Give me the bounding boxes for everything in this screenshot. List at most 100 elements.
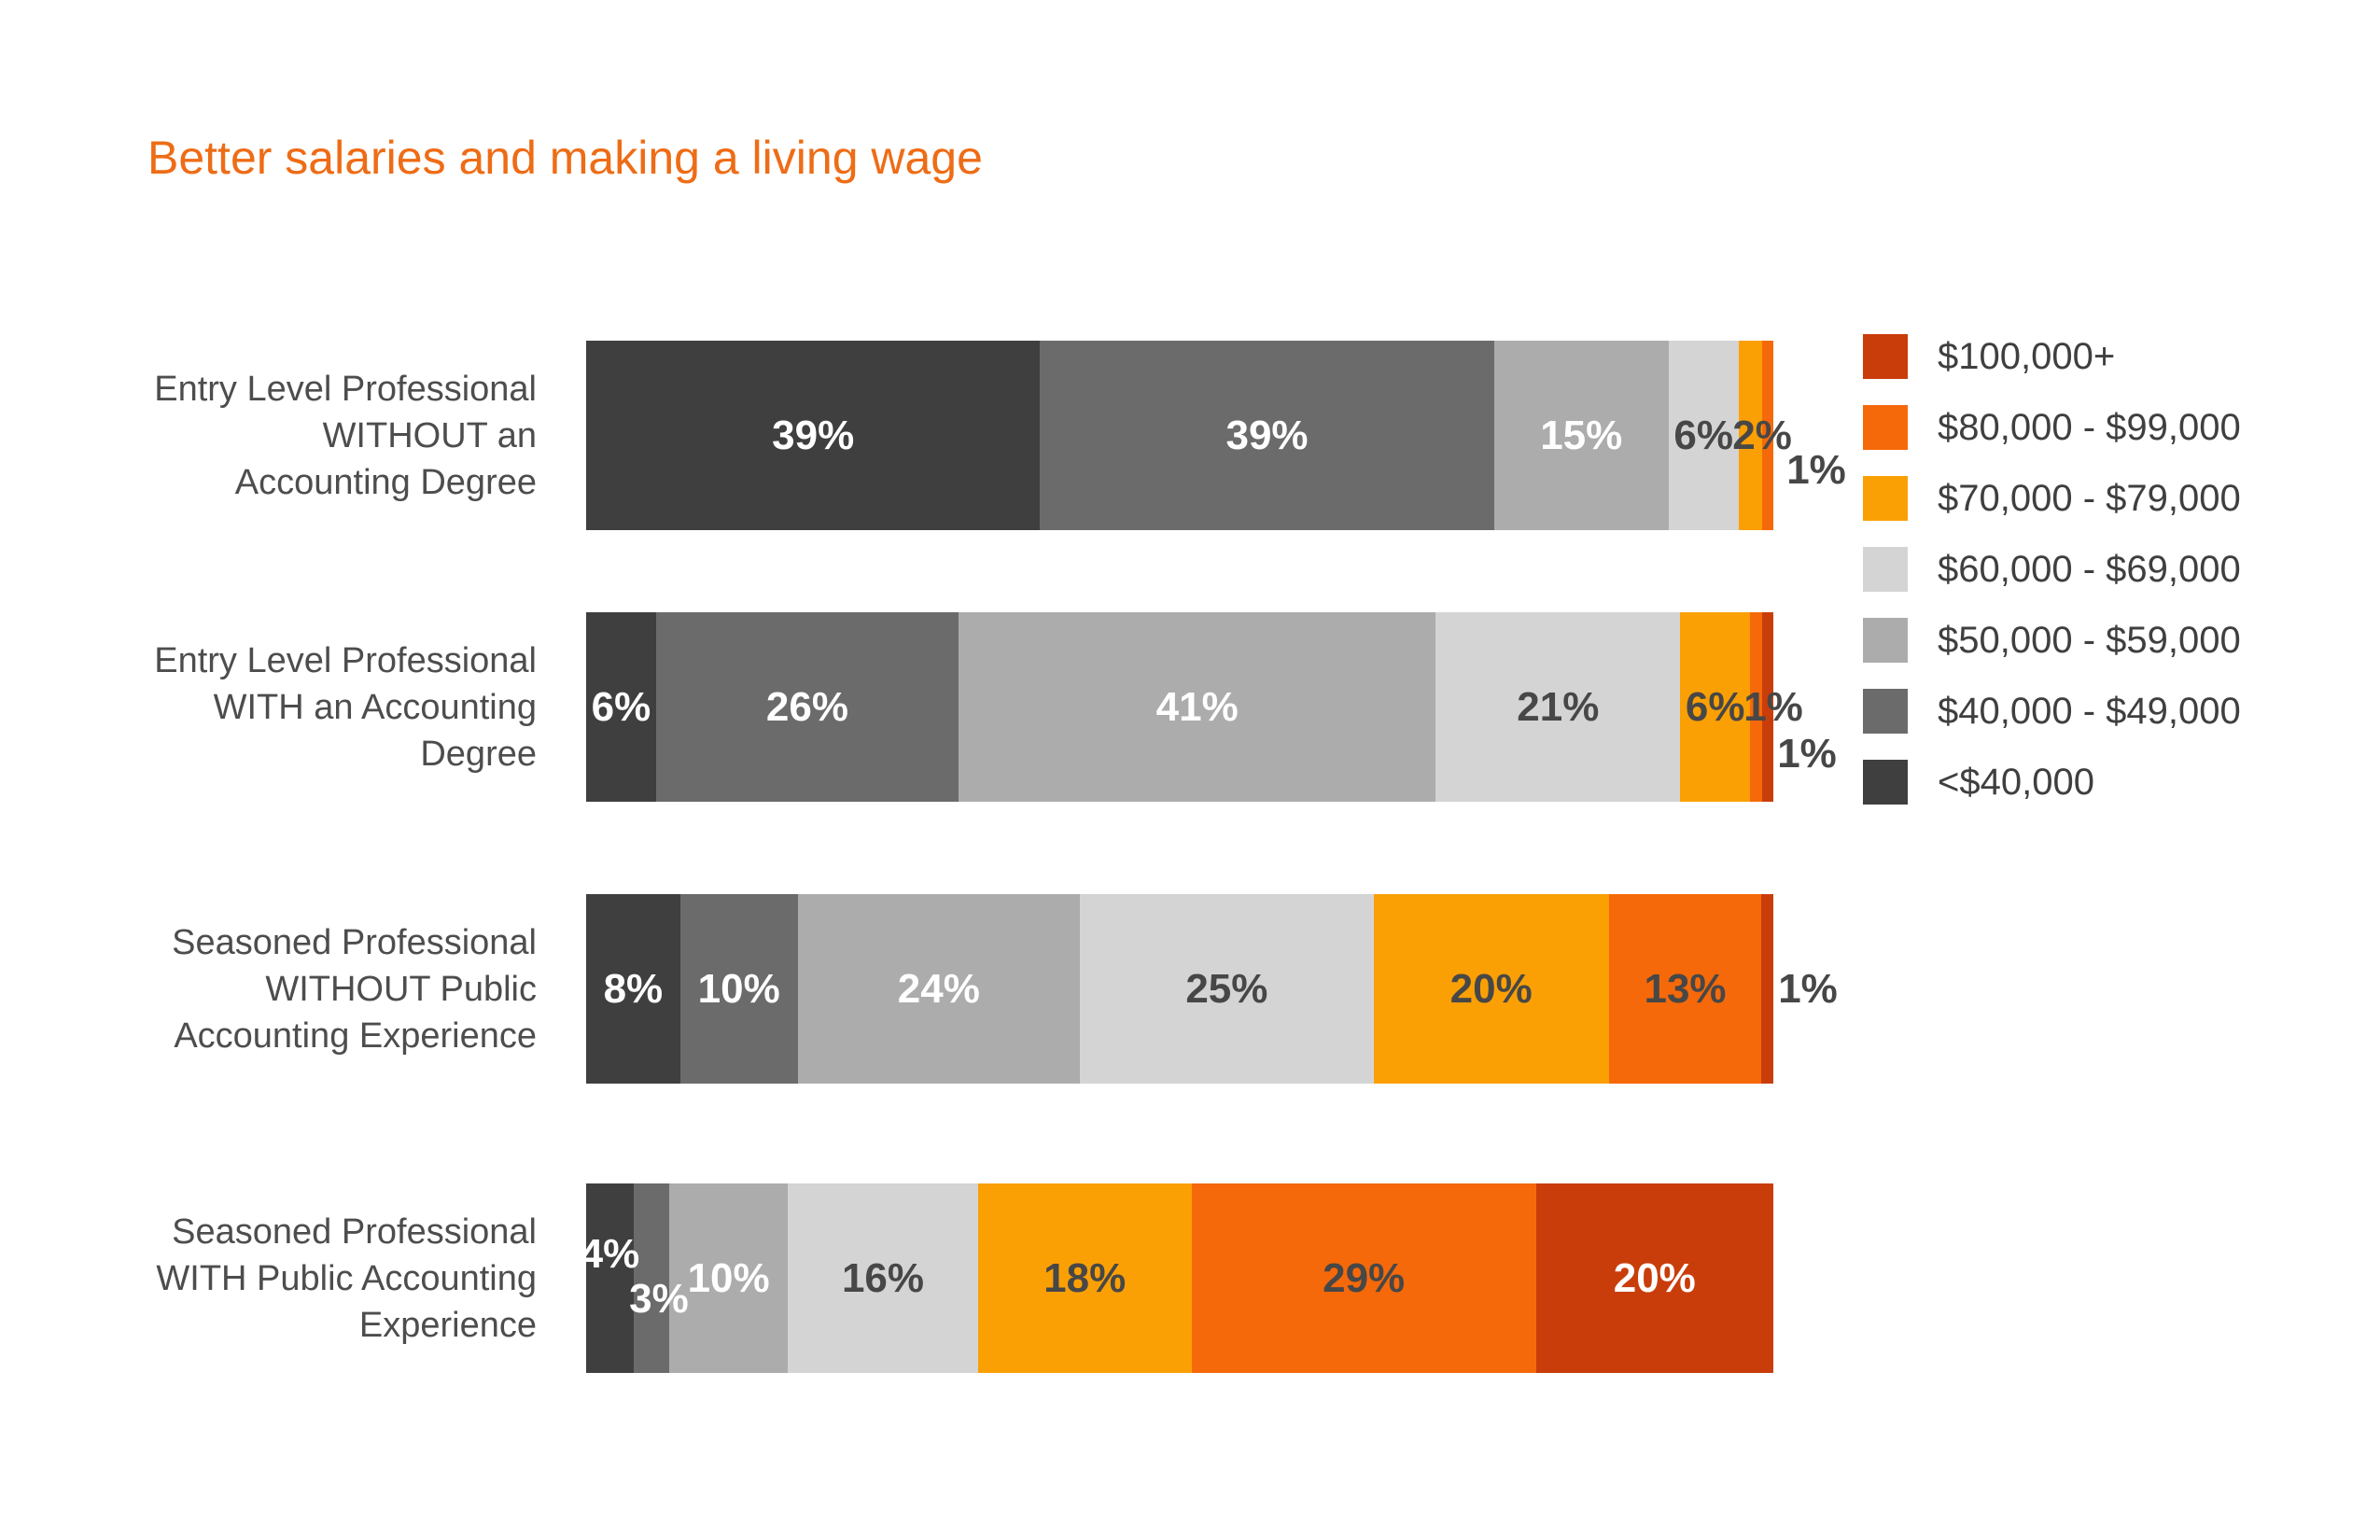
segment-value-label: 1% (1743, 683, 1803, 730)
bar-segment-100k-plus (1761, 894, 1773, 1084)
category-label-line: Entry Level Professional (154, 369, 537, 409)
bar-segment-50-59k: 15% (1493, 341, 1669, 530)
bar-segment-70-79k: 20% (1373, 894, 1609, 1084)
category-label-line: Accounting Experience (174, 1015, 537, 1056)
segment-value-label: 15% (1540, 412, 1623, 458)
category-label-line: Seasoned Professional (172, 1211, 537, 1252)
bar-segment-80-99k: 13% (1608, 894, 1762, 1084)
category-label: Seasoned Professional WITH Public Account… (51, 1183, 537, 1373)
stacked-bar: 6% 26% 41% 21% 6% 1% 1% (586, 612, 1837, 802)
category-label: Entry Level Professional WITHOUT an Accoun… (51, 341, 537, 530)
segment-value-label: 18% (1043, 1254, 1127, 1301)
legend-item: $40,000 - $49,000 (1863, 689, 2241, 734)
bar-segment-under-40k: 6% (586, 612, 656, 802)
segment-value-label: 21% (1517, 683, 1600, 730)
segment-value-label: 25% (1185, 965, 1268, 1012)
stacked-bar: 8% 10% 24% 25% 20% 13% 1% (586, 894, 1838, 1084)
category-label-line: Experience (358, 1305, 537, 1345)
category-label-line: WITHOUT an (322, 415, 537, 455)
bar-segment-60-69k: 21% (1435, 612, 1681, 802)
category-label-line: Degree (420, 734, 537, 774)
bar-segment-70-79k: 2% (1732, 341, 1792, 530)
legend-item: <$40,000 (1863, 760, 2241, 805)
legend-swatch-60-69k (1863, 547, 1908, 592)
legend-swatch-under-40k (1863, 760, 1908, 805)
legend-item: $60,000 - $69,000 (1863, 547, 2241, 592)
segment-value-label: 16% (841, 1254, 925, 1301)
bar-row: Seasoned Professional WITHOUT Public Accou… (0, 894, 2380, 1084)
bar-row: Seasoned Professional WITH Public Account… (0, 1183, 2380, 1373)
bar-segment-60-69k: 25% (1079, 894, 1374, 1084)
bar-segment-under-40k: 39% (586, 341, 1041, 530)
segment-value-label: 20% (1613, 1254, 1696, 1301)
legend: $100,000+ $80,000 - $99,000 $70,000 - $79,… (1863, 334, 2241, 831)
bar-segment-60-69k: 6% (1668, 341, 1739, 530)
segment-value-label: 39% (1225, 412, 1309, 458)
stacked-bar: 39% 39% 15% 6% 2% 1% (586, 341, 1846, 530)
legend-swatch-70-79k (1863, 476, 1908, 521)
category-label-line: Seasoned Professional (172, 922, 537, 962)
segment-value-label: 8% (603, 965, 664, 1012)
segment-value-label: 6% (1685, 683, 1745, 730)
segment-value-label: 2% (1732, 412, 1792, 458)
chart-title: Better salaries and making a living wage (147, 132, 983, 184)
segment-value-label: 29% (1323, 1254, 1406, 1301)
segment-value-label: 6% (1673, 412, 1733, 458)
category-label: Seasoned Professional WITHOUT Public Accou… (51, 894, 537, 1084)
segment-value-label: 6% (591, 683, 651, 730)
legend-swatch-50-59k (1863, 618, 1908, 663)
segment-value-label: 13% (1644, 965, 1727, 1012)
category-label-line: Accounting Degree (234, 462, 537, 502)
bar-segment-40-49k: 39% (1040, 341, 1494, 530)
bar-segment-100k-plus (1761, 612, 1773, 802)
bar-segment-70-79k: 18% (977, 1183, 1192, 1373)
bar-segment-40-49k: 3% (629, 1183, 689, 1373)
legend-item: $70,000 - $79,000 (1863, 476, 2241, 521)
category-label-line: WITH an Accounting (213, 687, 537, 727)
segment-value-label: 1% (1786, 446, 1846, 493)
stacked-bar: 4% 3% 10% 16% 18% 29% 20% (581, 1183, 1773, 1373)
bar-segment-50-59k: 24% (797, 894, 1080, 1084)
category-label-line: Entry Level Professional (154, 640, 537, 680)
bar-segment-80-99k (1750, 612, 1762, 802)
bar-segment-40-49k: 26% (655, 612, 959, 802)
segment-value-label: 20% (1449, 965, 1533, 1012)
segment-value-label: 39% (772, 412, 855, 458)
segment-value-label: 10% (697, 965, 780, 1012)
legend-label: $80,000 - $99,000 (1938, 406, 2241, 448)
segment-value-label: 10% (687, 1254, 770, 1301)
segment-value-label: 3% (629, 1275, 689, 1322)
category-label: Entry Level Professional WITH an Accounti… (51, 612, 537, 802)
legend-item: $80,000 - $99,000 (1863, 405, 2241, 450)
legend-item: $50,000 - $59,000 (1863, 618, 2241, 663)
legend-item: $100,000+ (1863, 334, 2241, 379)
bar-segment-50-59k: 10% (669, 1183, 789, 1373)
legend-label: <$40,000 (1938, 761, 2094, 803)
legend-swatch-80-99k (1863, 405, 1908, 450)
legend-label: $100,000+ (1938, 335, 2116, 377)
legend-label: $40,000 - $49,000 (1938, 690, 2241, 732)
legend-label: $70,000 - $79,000 (1938, 477, 2241, 519)
bar-segment-80-99k (1761, 341, 1774, 530)
segment-value-label: 26% (765, 683, 848, 730)
segment-value-label: 41% (1155, 683, 1239, 730)
bar-segment-under-40k: 4% (581, 1183, 639, 1373)
legend-label: $60,000 - $69,000 (1938, 548, 2241, 590)
bar-segment-40-49k: 10% (679, 894, 798, 1084)
legend-swatch-100k-plus (1863, 334, 1908, 379)
category-label-line: WITHOUT Public (265, 969, 537, 1009)
segment-value-label: 1% (1778, 965, 1838, 1012)
segment-value-label: 24% (897, 965, 980, 1012)
segment-value-label: 1% (1777, 730, 1837, 777)
bar-segment-60-69k: 16% (788, 1183, 978, 1373)
segment-value-label: 4% (580, 1230, 640, 1277)
bar-row: Entry Level Professional WITHOUT an Accoun… (0, 341, 2380, 530)
bar-segment-100k-plus: 20% (1535, 1183, 1773, 1373)
legend-label: $50,000 - $59,000 (1938, 619, 2241, 661)
category-label-line: WITH Public Accounting (156, 1258, 537, 1298)
bar-segment-80-99k: 29% (1191, 1183, 1536, 1373)
bar-segment-under-40k: 8% (586, 894, 680, 1084)
legend-swatch-40-49k (1863, 689, 1908, 734)
bar-segment-50-59k: 41% (959, 612, 1436, 802)
